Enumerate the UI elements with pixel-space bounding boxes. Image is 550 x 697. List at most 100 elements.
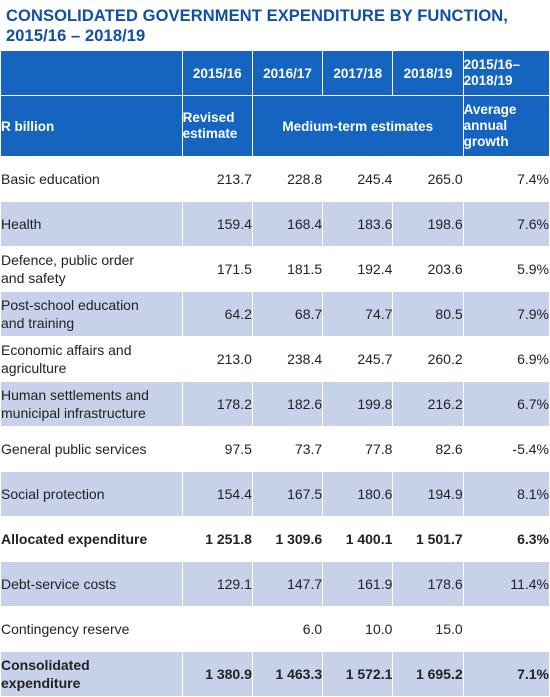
- table-row: Allocated expenditure 1 251.8 1 309.6 1 400…: [0, 516, 550, 562]
- header-revised-line-2: estimate: [182, 126, 238, 141]
- row-growth: 6.9%: [462, 336, 550, 382]
- row-value: [181, 606, 253, 652]
- row-value: 10.0: [322, 606, 394, 652]
- row-value: 192.4: [322, 246, 394, 292]
- row-value: 183.6: [322, 201, 394, 247]
- header-year: 2017/18: [322, 50, 394, 96]
- row-growth: 8.1%: [462, 471, 550, 517]
- row-value: 77.8: [322, 426, 394, 472]
- table-row: Human settlements and municipal infrastru…: [0, 381, 550, 427]
- row-label-line-2: expenditure: [1, 675, 81, 691]
- row-value: 74.7: [322, 291, 394, 337]
- row-value: 245.7: [322, 336, 394, 382]
- row-value: 82.6: [392, 426, 464, 472]
- header-year: 2016/17: [251, 50, 324, 96]
- row-label-line-1: Health: [1, 216, 42, 232]
- header-growth-period-line-1: 2015/16–: [463, 57, 520, 72]
- row-label: Defence, public order and safety: [0, 246, 183, 292]
- table-row: General public services 97.5 73.7 77.8 82.6-…: [0, 426, 550, 472]
- row-value: 171.5: [181, 246, 253, 292]
- row-value: 1 380.9: [181, 651, 253, 697]
- row-value: 238.4: [251, 336, 324, 382]
- row-label: Basic education: [0, 156, 183, 202]
- row-value: 1 501.7: [392, 516, 464, 562]
- row-value: 1 572.1: [322, 651, 394, 697]
- row-value: 213.0: [181, 336, 253, 382]
- row-value: 154.4: [181, 471, 253, 517]
- row-value: 161.9: [322, 561, 394, 607]
- row-value: 6.0: [251, 606, 324, 652]
- row-value: 265.0: [392, 156, 464, 202]
- table-row: Basic education 213.7 228.8 245.4 265.0 7.4%: [0, 156, 550, 202]
- row-growth: -5.4%: [462, 426, 550, 472]
- row-label: Consolidated expenditure: [0, 651, 183, 697]
- row-label-line-1: Economic affairs and: [1, 342, 132, 358]
- row-value: 147.7: [251, 561, 324, 607]
- header-row-labels: R billion Revised estimate Medium-term e…: [0, 95, 550, 157]
- row-growth: 7.1%: [462, 651, 550, 697]
- row-label-line-1: Basic education: [1, 171, 100, 187]
- row-value: 1 251.8: [181, 516, 253, 562]
- row-label-line-1: Social protection: [1, 486, 105, 502]
- row-label-line-2: and safety: [1, 270, 66, 286]
- row-label: Contingency reserve: [0, 606, 183, 652]
- header-revised-estimate: Revised estimate: [181, 95, 253, 157]
- row-value: 1 695.2: [392, 651, 464, 697]
- row-value: 97.5: [181, 426, 253, 472]
- row-label-line-1: Contingency reserve: [1, 621, 130, 637]
- table-row: Economic affairs and agriculture 213.0 238.…: [0, 336, 550, 382]
- title-line-2: 2015/16 – 2018/19: [6, 27, 146, 45]
- row-value: 129.1: [181, 561, 253, 607]
- row-value: 213.7: [181, 156, 253, 202]
- header-growth-period-line-2: 2018/19: [463, 73, 513, 88]
- row-growth: 7.9%: [462, 291, 550, 337]
- header-row-years: 2015/16 2016/17 2017/18 2018/19 2015/16–…: [0, 50, 550, 96]
- row-label: Economic affairs and agriculture: [0, 336, 183, 382]
- header-year: 2018/19: [392, 50, 464, 96]
- row-value: 194.9: [392, 471, 464, 517]
- row-value: 260.2: [392, 336, 464, 382]
- row-label-line-1: Human settlements and: [1, 387, 149, 403]
- row-growth: 7.6%: [462, 201, 550, 247]
- title-line-1: CONSOLIDATED GOVERNMENT EXPENDITURE BY F…: [6, 7, 508, 25]
- row-label: Post-school education and training: [0, 291, 183, 337]
- row-label-line-1: Consolidated: [1, 657, 90, 673]
- row-value: 180.6: [322, 471, 394, 517]
- row-value: 178.2: [181, 381, 253, 427]
- table-row: Social protection 154.4 167.5 180.6 194.9 8.1…: [0, 471, 550, 517]
- row-value: 159.4: [181, 201, 253, 247]
- row-value: 198.6: [392, 201, 464, 247]
- row-value: 1 309.6: [251, 516, 324, 562]
- table-row: Consolidated expenditure 1 380.9 1 463.3 1 5…: [0, 651, 550, 697]
- table-row: Contingency reserve 6.0 10.0 15.0: [0, 606, 550, 652]
- row-value: 73.7: [251, 426, 324, 472]
- header-growth-label: Average annual growth: [462, 95, 550, 157]
- header-growth-line-1: Average: [463, 102, 517, 117]
- header-growth-period: 2015/16– 2018/19: [462, 50, 550, 96]
- table-row: Defence, public order and safety 171.5 181.…: [0, 246, 550, 292]
- row-label-line-2: and training: [1, 315, 75, 331]
- row-value: 228.8: [251, 156, 324, 202]
- page: CONSOLIDATED GOVERNMENT EXPENDITURE BY F…: [0, 7, 550, 697]
- row-label-line-1: Debt-service costs: [1, 576, 117, 592]
- row-value: 216.2: [392, 381, 464, 427]
- header-growth-line-2: annual: [463, 118, 508, 133]
- row-value: 64.2: [181, 291, 253, 337]
- row-value: 80.5: [392, 291, 464, 337]
- table-row: Post-school education and training 64.2 68.…: [0, 291, 550, 337]
- expenditure-table: 2015/16 2016/17 2017/18 2018/19 2015/16–…: [0, 50, 550, 697]
- row-value: 181.5: [251, 246, 324, 292]
- row-label-line-1: Post-school education: [1, 297, 139, 313]
- row-label-line-1: Allocated expenditure: [1, 531, 148, 547]
- row-label-line-2: municipal infrastructure: [1, 405, 146, 421]
- header-unit-label: R billion: [0, 95, 183, 157]
- header-medium-term: Medium-term estimates: [251, 95, 464, 157]
- table-row: Debt-service costs 129.1 147.7 161.9 178.6 11…: [0, 561, 550, 607]
- row-value: 182.6: [251, 381, 324, 427]
- row-value: 199.8: [322, 381, 394, 427]
- row-value: 203.6: [392, 246, 464, 292]
- table-body: Basic education 213.7 228.8 245.4 265.0 7.4% H…: [0, 156, 550, 697]
- row-value: 1 400.1: [322, 516, 394, 562]
- row-value: 15.0: [392, 606, 464, 652]
- row-value: 167.5: [251, 471, 324, 517]
